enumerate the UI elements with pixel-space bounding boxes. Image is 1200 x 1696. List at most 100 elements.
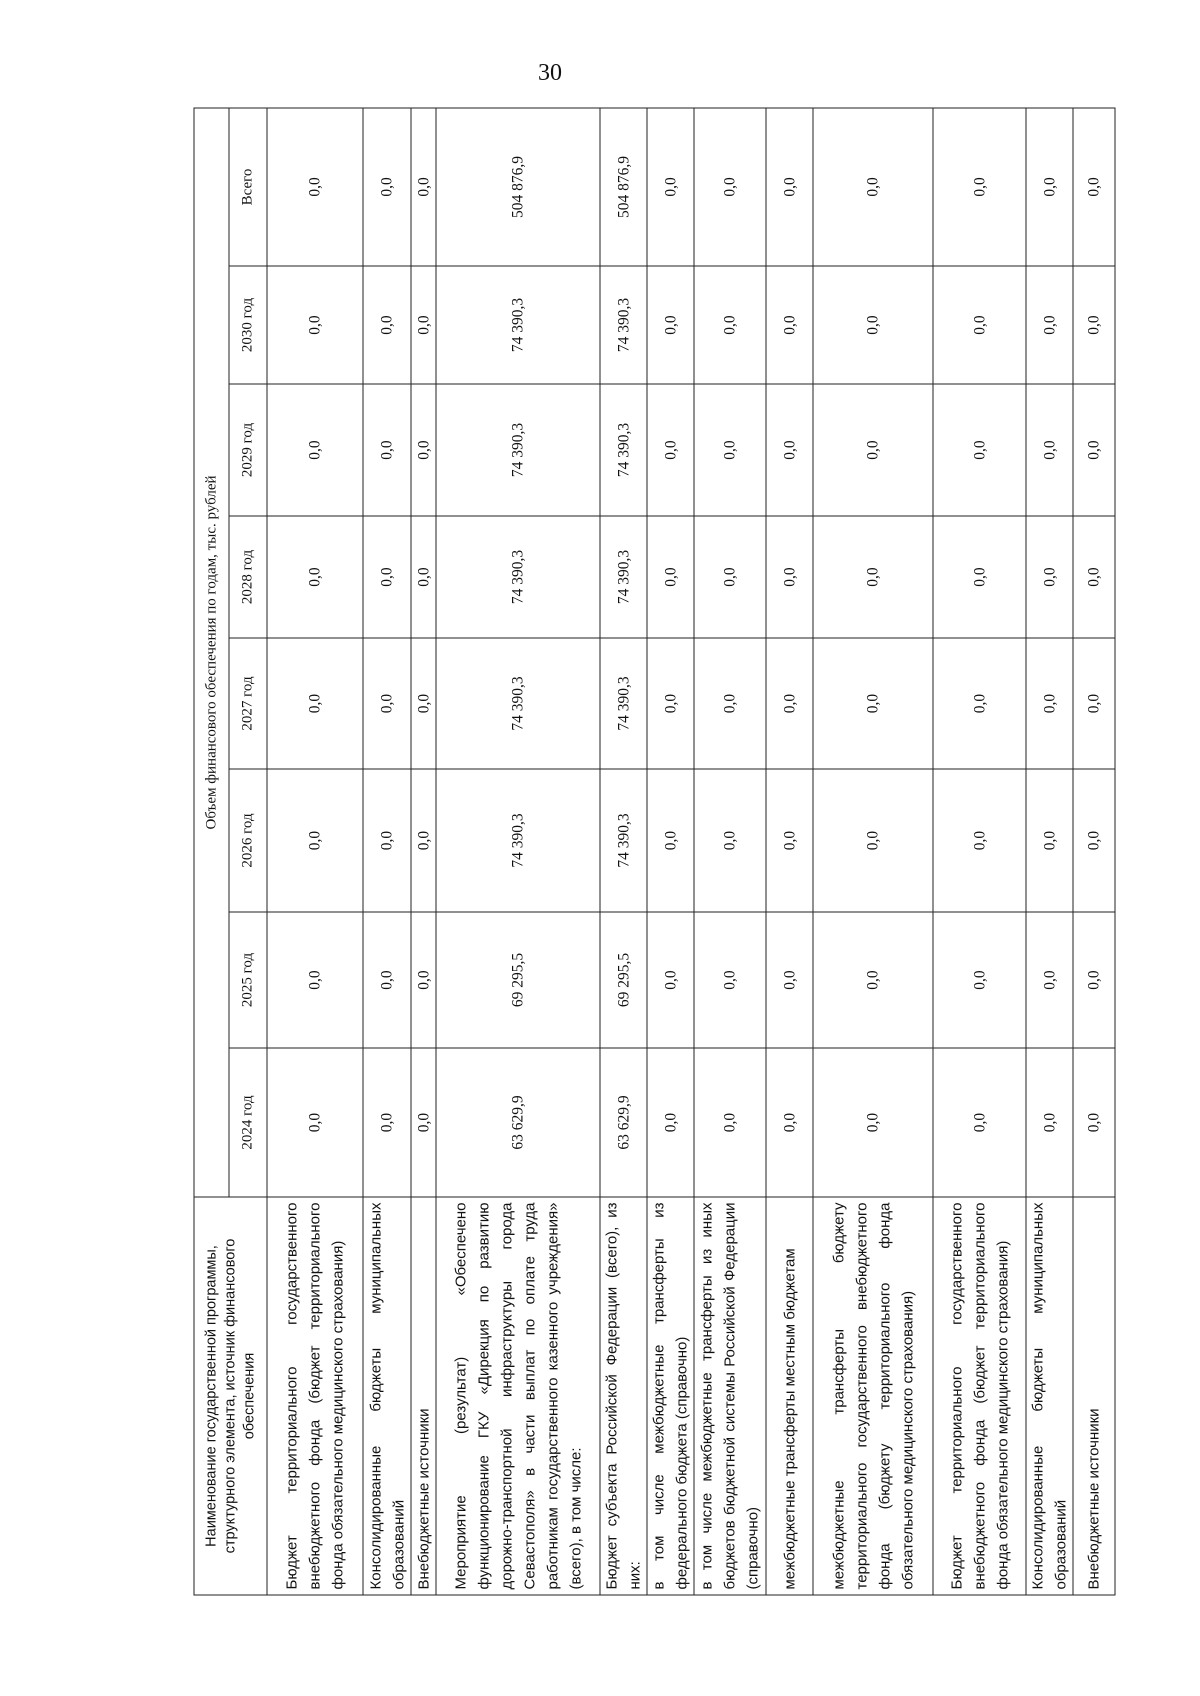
column-header-total: Всего [228,107,267,266]
value-cell: 0,0 [1072,515,1115,638]
value-cell: 0,0 [932,768,1026,912]
value-cell: 0,0 [812,383,933,516]
table-row: Бюджет субъекта Российской Федерации (вс… [599,107,647,1595]
column-header-year: 2029 год [228,383,267,516]
column-header-year: 2028 год [228,515,267,638]
value-cell: 0,0 [266,768,363,912]
value-cell: 63 629,9 [599,1047,647,1197]
value-cell: 0,0 [812,911,933,1048]
row-label: Мероприятие (результат) «Обеспечено функ… [435,1196,600,1595]
value-cell: 0,0 [410,383,436,516]
value-cell: 0,0 [362,768,411,912]
row-label: межбюджетные трансферты бюджету территор… [812,1196,933,1595]
value-cell: 0,0 [410,265,436,384]
value-cell: 0,0 [646,637,694,769]
value-cell: 0,0 [410,515,436,638]
value-cell: 74 390,3 [599,637,647,769]
value-cell: 0,0 [266,383,363,516]
row-label: Внебюджетные источники [410,1196,436,1595]
value-cell: 0,0 [646,911,694,1048]
value-cell: 0,0 [646,107,694,266]
value-cell: 0,0 [410,1047,436,1197]
value-cell: 0,0 [1025,265,1073,384]
value-cell: 0,0 [266,515,363,638]
value-cell: 0,0 [362,515,411,638]
value-cell: 0,0 [693,911,766,1048]
row-label: Бюджет территориального государственного… [266,1196,363,1595]
value-cell: 0,0 [1025,637,1073,769]
value-cell: 74 390,3 [599,515,647,638]
table-row: межбюджетные трансферты бюджету территор… [812,107,933,1595]
row-label: Консолидированные бюджеты муниципальных … [1025,1196,1073,1595]
value-cell: 0,0 [932,383,1026,516]
value-cell: 0,0 [1025,768,1073,912]
value-cell: 0,0 [410,637,436,769]
value-cell: 74 390,3 [599,383,647,516]
value-cell: 0,0 [1072,1047,1115,1197]
value-cell: 0,0 [410,107,436,266]
value-cell: 0,0 [765,107,813,266]
value-cell: 0,0 [362,637,411,769]
value-cell: 0,0 [1025,383,1073,516]
value-cell: 0,0 [646,515,694,638]
value-cell: 0,0 [693,383,766,516]
funding-group-header: Объем финансового обеспечения по годам, … [193,107,229,1197]
value-cell: 0,0 [693,768,766,912]
value-cell: 0,0 [932,1047,1026,1197]
value-cell: 74 390,3 [599,768,647,912]
name-column-header: Наименование государственной программы, … [193,1196,267,1595]
value-cell: 0,0 [765,265,813,384]
value-cell: 0,0 [410,911,436,1048]
value-cell: 0,0 [646,768,694,912]
value-cell: 0,0 [362,911,411,1048]
value-cell: 0,0 [932,911,1026,1048]
value-cell: 0,0 [932,265,1026,384]
table-row: Консолидированные бюджеты муниципальных … [362,107,411,1595]
value-cell: 0,0 [1072,383,1115,516]
value-cell: 0,0 [646,383,694,516]
value-cell: 0,0 [1072,911,1115,1048]
table-row: в том числе межбюджетные трансферты из ф… [646,107,694,1595]
value-cell: 0,0 [1072,265,1115,384]
row-label: Внебюджетные источники [1072,1196,1115,1595]
value-cell: 0,0 [266,1047,363,1197]
value-cell: 0,0 [812,637,933,769]
table-row: Внебюджетные источники 0,0 0,0 0,0 0,0 0,0 0,0… [1072,107,1115,1595]
value-cell: 0,0 [410,768,436,912]
value-cell: 0,0 [693,637,766,769]
value-cell: 0,0 [765,637,813,769]
value-cell: 0,0 [765,768,813,912]
table-row: Бюджет территориального государственного… [266,107,363,1595]
value-cell: 0,0 [693,107,766,266]
page-number: 30 [538,60,562,86]
column-header-year: 2024 год [228,1047,267,1197]
value-cell: 0,0 [812,768,933,912]
table-row: в том числе межбюджетные трансферты из и… [693,107,766,1595]
value-cell: 0,0 [812,1047,933,1197]
value-cell: 504 876,9 [599,107,647,266]
value-cell: 0,0 [932,107,1026,266]
value-cell: 63 629,9 [435,1047,600,1197]
value-cell: 0,0 [266,637,363,769]
value-cell: 0,0 [1072,107,1115,266]
value-cell: 0,0 [362,383,411,516]
value-cell: 0,0 [932,515,1026,638]
value-cell: 0,0 [1072,637,1115,769]
row-label: в том числе межбюджетные трансферты из и… [693,1196,766,1595]
value-cell: 74 390,3 [435,515,600,638]
value-cell: 0,0 [1025,911,1073,1048]
value-cell: 0,0 [693,265,766,384]
value-cell: 0,0 [1025,515,1073,638]
value-cell: 0,0 [362,265,411,384]
value-cell: 0,0 [812,107,933,266]
column-header-year: 2027 год [228,637,267,769]
column-header-year: 2026 год [228,768,267,912]
value-cell: 504 876,9 [435,107,600,266]
table-row: Консолидированные бюджеты муниципальных … [1025,107,1073,1595]
row-label: в том числе межбюджетные трансферты из ф… [646,1196,694,1595]
value-cell: 0,0 [812,265,933,384]
value-cell: 0,0 [362,107,411,266]
value-cell: 0,0 [765,515,813,638]
table-row: Внебюджетные источники 0,0 0,0 0,0 0,0 0,0 0,0… [410,107,436,1595]
table-row: Мероприятие (результат) «Обеспечено функ… [435,107,600,1595]
